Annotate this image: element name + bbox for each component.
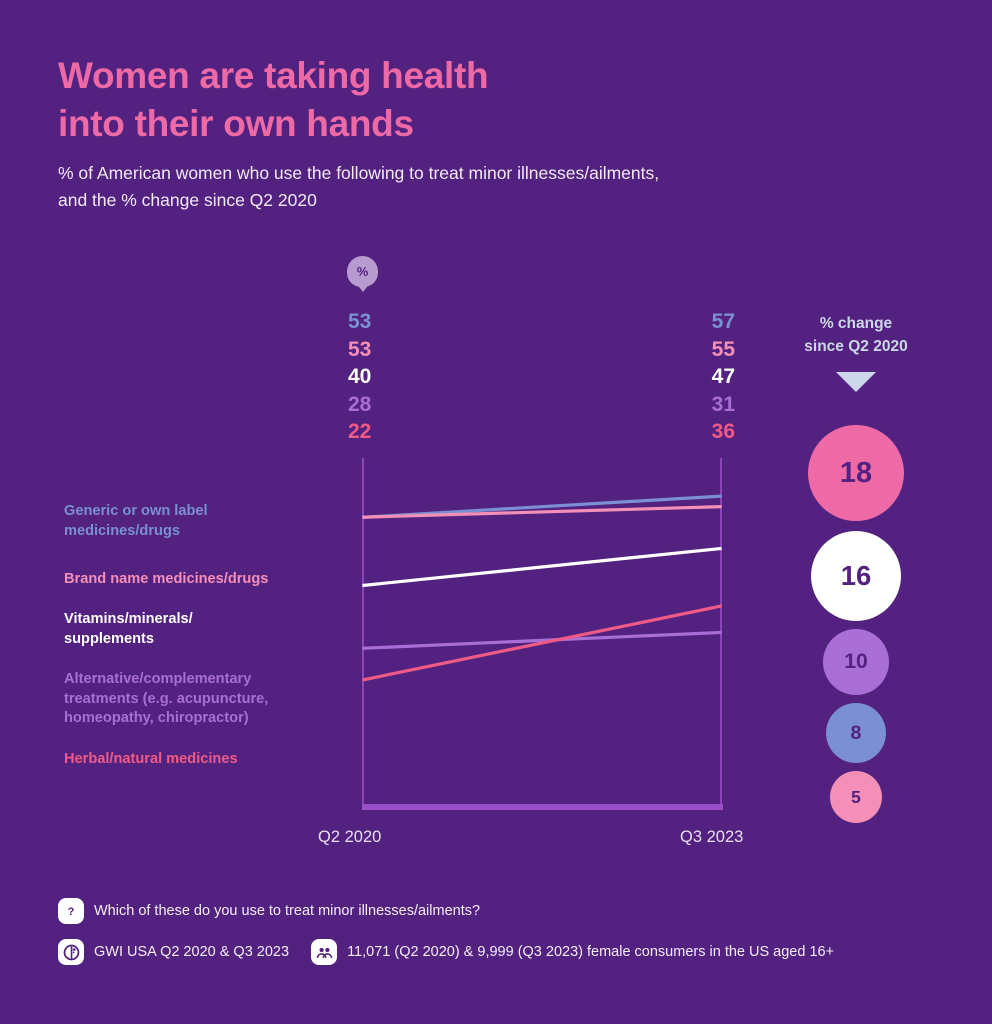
start-value-1: 53 — [348, 337, 372, 361]
end-value-0: 57 — [711, 310, 735, 333]
change-bubble-value: 18 — [839, 456, 873, 489]
end-value-1: 55 — [711, 337, 735, 361]
change-bubbles-group: 18 16 10 8 5 — [790, 425, 925, 825]
page-subtitle: % of American women who use the followin… — [58, 163, 660, 210]
percent-symbol: % — [356, 264, 369, 279]
change-bubble-5: 5 — [830, 771, 882, 823]
series-line-1 — [362, 505, 722, 519]
x-axis-end-label: Q3 2023 — [680, 828, 744, 846]
line-chart-plot — [362, 458, 723, 813]
people-icon — [311, 939, 338, 965]
percent-marker-tip — [355, 283, 370, 292]
legend-item-1: Brand name medicines/drugs — [64, 571, 269, 587]
series-line-0 — [362, 494, 722, 519]
change-bubble-8: 8 — [826, 703, 886, 763]
footer-audience-text: 11,071 (Q2 2020) & 9,999 (Q3 2023) femal… — [347, 944, 835, 960]
legend-item-3: Alternative/complementary treatments (e.… — [64, 671, 269, 726]
change-bubble-16: 16 — [811, 531, 901, 621]
start-value-4: 22 — [348, 420, 372, 443]
end-value-3: 31 — [711, 392, 735, 416]
legend-item-0: Generic or own label medicines/drugs — [64, 503, 208, 539]
page-title: Women are taking health into their own h… — [58, 55, 489, 144]
change-panel-heading: % change since Q2 2020 — [804, 315, 908, 355]
start-values-column: 53 53 40 28 22 — [348, 308, 408, 446]
start-value-0: 53 — [348, 310, 372, 333]
footer: ? Which of these do you use to treat min… — [58, 898, 958, 965]
percent-marker-icon: % — [347, 256, 378, 292]
footer-source-text: GWI USA Q2 2020 & Q3 2023 — [94, 944, 290, 960]
svg-text:?: ? — [68, 906, 75, 918]
end-value-2: 47 — [711, 365, 735, 388]
legend-item-2: Vitamins/minerals/ supplements — [64, 611, 193, 647]
change-bubble-value: 5 — [851, 786, 861, 807]
end-values-column: 57 55 47 31 36 — [683, 308, 735, 446]
footer-source-row: GWI USA Q2 2020 & Q3 2023 11,071 (Q2 202… — [58, 939, 958, 965]
series-line-4 — [362, 604, 722, 682]
change-bubble-10: 10 — [823, 629, 889, 695]
down-triangle-icon — [836, 372, 876, 392]
legend-item-4: Herbal/natural medicines — [64, 751, 238, 767]
footer-question-text: Which of these do you use to treat minor… — [94, 903, 481, 919]
gwi-logo-icon — [58, 939, 84, 965]
change-bubble-value: 16 — [840, 560, 872, 591]
question-mark-icon: ? — [58, 898, 84, 924]
footer-question-row: ? Which of these do you use to treat min… — [58, 898, 958, 924]
chart-svg — [362, 458, 723, 810]
x-axis-start-label: Q2 2020 — [318, 828, 382, 846]
end-value-4: 36 — [711, 420, 735, 443]
change-bubble-18: 18 — [808, 425, 904, 521]
series-line-2 — [362, 546, 722, 588]
series-line-3 — [362, 630, 722, 650]
start-value-3: 28 — [348, 392, 372, 416]
start-value-2: 40 — [348, 365, 372, 388]
change-bubble-value: 10 — [844, 650, 868, 673]
change-bubble-value: 8 — [850, 721, 862, 744]
